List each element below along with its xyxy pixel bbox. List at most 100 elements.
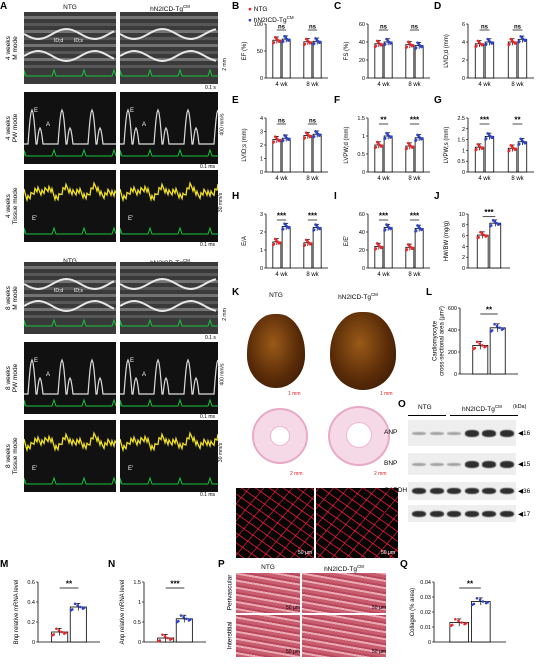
bar-chart-b: 0 50 100 EF (%) ns 4 wk ns 8 wk: [242, 22, 328, 88]
blot-band: [464, 460, 479, 468]
blot-row-gapdh: [408, 482, 516, 500]
y-tick-label: 50: [257, 49, 263, 55]
x-category-label: 8 wk: [408, 176, 421, 182]
y-tick-label: 3: [260, 212, 263, 218]
blot-band: [464, 488, 479, 494]
blot-kda-marker: ◀15: [518, 461, 531, 468]
y-axis-label: Collagen (% area): [410, 588, 416, 636]
dot-ctrl: [480, 232, 484, 235]
bar-chart-d: 0 2 4 6 LVID;d (mm) ns 4 wk ns 8 wk: [444, 22, 534, 88]
blot-band: [447, 431, 461, 435]
echo-band: [120, 266, 218, 269]
dot-ctrl: [60, 630, 63, 634]
dot-ctrl: [309, 134, 313, 138]
dot-ctrl: [272, 242, 276, 246]
panel-letter-f: F: [334, 95, 341, 106]
echo-band: [120, 287, 218, 290]
echo-image: ID;d ID;s: [24, 262, 116, 334]
dot-ctrl: [278, 39, 282, 43]
dot-tg: [490, 329, 494, 332]
dot-tg: [481, 600, 485, 603]
bar-ctrl: [374, 144, 384, 173]
echo-svg: EA: [24, 358, 116, 407]
blot-kda-unit: (kDa): [513, 404, 527, 410]
bar-chart-i: 0 20 40 60 E/E' *** 4 wk *** 8 wk: [344, 212, 430, 278]
y-axis-label: LVPW;d (mm): [344, 126, 350, 163]
panel-letter-o: O: [398, 399, 406, 410]
dot-tg: [519, 35, 522, 38]
dot-tg: [495, 221, 498, 225]
y-tick-label: 0: [462, 266, 465, 272]
echo-band: [120, 16, 218, 19]
dot-tg: [491, 218, 495, 222]
dot-tg: [414, 46, 418, 50]
y-tick-label: 0.5: [457, 159, 465, 165]
blot-kda-marker: ◀16: [518, 430, 531, 437]
dot-ctrl: [411, 145, 415, 149]
y-tick-label: 0.03: [420, 595, 431, 601]
y-tick-label: 20: [359, 248, 365, 254]
dot-tg: [177, 619, 180, 623]
y-tick-label: 1: [260, 157, 263, 163]
dot-tg: [389, 41, 393, 45]
ecg-trace: [24, 68, 116, 77]
dot-tg: [493, 220, 497, 224]
blot-band: [482, 510, 496, 517]
echo-band: [120, 280, 218, 283]
blot-band: [482, 488, 496, 494]
blot-band: [447, 462, 461, 466]
y-tick-label: 40: [359, 40, 365, 46]
y-tick-label: 1: [462, 148, 465, 154]
dot-tg: [283, 34, 286, 38]
dot-ctrl: [163, 635, 167, 638]
echo-wall-trace: [120, 28, 217, 40]
heart-image-ntg: [247, 314, 305, 388]
p-row-label-interstitial: Interstitial: [226, 621, 234, 650]
echo-wall-trace: [24, 28, 115, 40]
significance-label: ns: [278, 25, 286, 31]
dot-tg: [182, 615, 185, 619]
wave-label-e: E: [130, 358, 134, 364]
y-tick-label: 0: [428, 640, 431, 646]
dot-ctrl: [380, 144, 384, 148]
mmode-label: ID;s: [74, 288, 83, 294]
echo-band: [120, 315, 218, 318]
bar-chart-h: 0 1 2 3 E/A *** 4 wk *** 8 wk: [242, 212, 328, 278]
panel-letter-k: K: [232, 287, 240, 298]
dot-tg: [416, 133, 419, 137]
dot-tg: [281, 227, 285, 231]
dot-ctrl: [508, 149, 511, 152]
y-tick-label: 0.5: [133, 620, 141, 626]
dot-tg: [283, 134, 286, 137]
bar-tg: [281, 226, 291, 269]
y-axis-label: EF (%): [242, 42, 248, 61]
dot-tg: [312, 228, 316, 231]
blot-label: ANP: [384, 429, 398, 436]
x-category-label: 8 wk: [511, 176, 524, 182]
doppler-trace: [120, 108, 218, 145]
y-tick-label: 1: [260, 248, 263, 254]
wave-label-a: A: [46, 122, 50, 128]
time-scale: 0.1 ms: [200, 414, 216, 420]
y-tick-label: 100: [254, 22, 263, 28]
dot-tg: [519, 137, 522, 141]
y-axis-label: FS (%): [344, 42, 350, 61]
tissue-trace: [24, 431, 116, 453]
dot-ctrl: [166, 636, 169, 640]
k-scale-ihc-ntg: 50 µm: [298, 550, 312, 556]
legend-tg-marker: ●: [248, 17, 252, 25]
blot-kda-marker: ◀36: [518, 488, 531, 495]
dot-ctrl: [303, 42, 307, 46]
dot-tg: [283, 222, 286, 225]
y-tick-label: 1.5: [457, 138, 465, 144]
echo-row-label: 4 weeks PW mode: [5, 113, 19, 143]
bar-tg: [281, 38, 291, 79]
x-category-label: 4 wk: [275, 82, 288, 88]
bar-tg: [414, 227, 424, 269]
blot-band: [447, 510, 461, 517]
y-tick-label: 0: [260, 76, 263, 82]
dot-tg: [383, 136, 387, 140]
p-title-tg: hN2ICD-TgCM: [324, 564, 364, 574]
echo-row-label: 8 weeks Tissue mode: [5, 437, 19, 475]
bar-chart-m: 0 0.2 0.4 0.6 Bnp relative mRNA level **: [14, 580, 100, 646]
